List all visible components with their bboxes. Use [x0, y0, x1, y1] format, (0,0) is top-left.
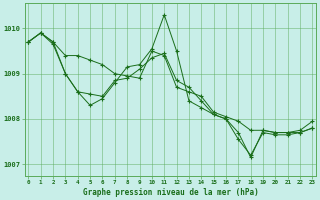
X-axis label: Graphe pression niveau de la mer (hPa): Graphe pression niveau de la mer (hPa)	[83, 188, 258, 197]
